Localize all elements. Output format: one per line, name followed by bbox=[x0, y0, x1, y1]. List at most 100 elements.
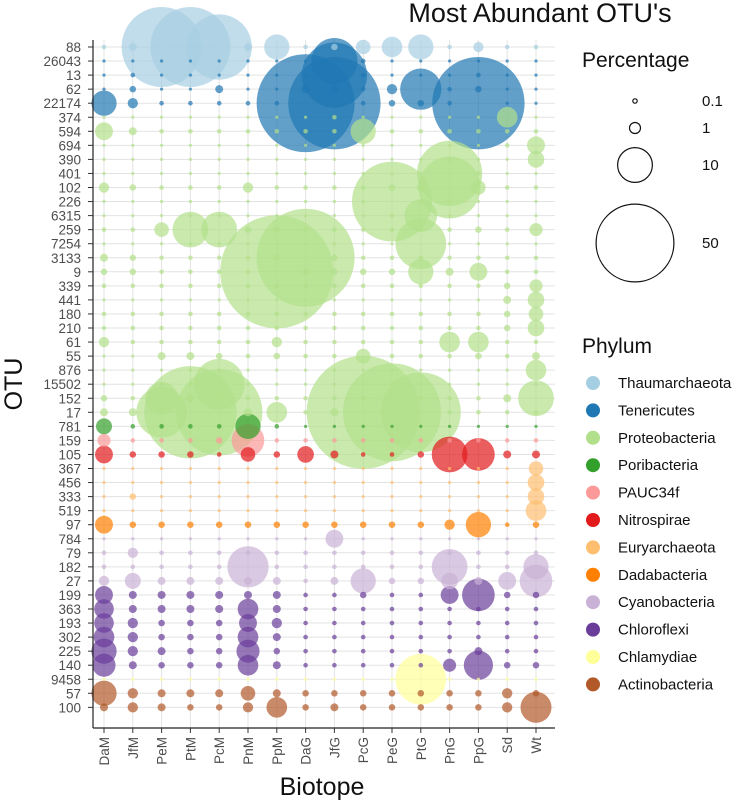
y-tick-label: 152 bbox=[58, 391, 81, 406]
bubble-mark bbox=[186, 590, 195, 599]
bubble-mark bbox=[129, 254, 137, 262]
bubble-mark bbox=[503, 324, 511, 332]
bubble-mark bbox=[188, 73, 193, 77]
bubble-mark bbox=[465, 512, 492, 538]
bubble-mark bbox=[390, 424, 394, 428]
bubble-mark bbox=[350, 568, 376, 594]
bubble-mark bbox=[102, 73, 106, 77]
y-tick-label: 61 bbox=[66, 335, 81, 350]
bubble-mark bbox=[131, 354, 135, 358]
bubble-mark bbox=[532, 521, 540, 528]
bubble-mark bbox=[417, 704, 425, 711]
bubble-mark bbox=[159, 677, 164, 681]
bubble-mark bbox=[447, 550, 452, 556]
bubble-mark bbox=[246, 509, 250, 513]
bubble-mark bbox=[303, 115, 308, 119]
bubble-mark bbox=[418, 255, 424, 261]
bubble-mark bbox=[417, 577, 425, 585]
bubble-mark bbox=[361, 171, 365, 176]
bubble-mark bbox=[246, 480, 250, 485]
bubble-mark bbox=[533, 438, 539, 443]
bubble-mark bbox=[101, 44, 107, 50]
bubble-mark bbox=[100, 394, 108, 402]
bubble-mark bbox=[188, 677, 193, 681]
bubble-mark bbox=[418, 325, 424, 331]
bubble-mark bbox=[447, 298, 452, 302]
bubble-mark bbox=[246, 368, 250, 372]
bubble-mark bbox=[475, 85, 482, 93]
bubble-mark bbox=[418, 339, 424, 345]
bubble-mark bbox=[91, 90, 117, 116]
bubble-mark bbox=[303, 662, 308, 668]
bubble-mark bbox=[303, 438, 308, 443]
bubble-mark bbox=[242, 702, 254, 713]
bubble-mark bbox=[505, 242, 509, 246]
bubble-mark bbox=[303, 368, 308, 372]
bubble-mark bbox=[303, 339, 308, 345]
bubble-mark bbox=[360, 255, 366, 261]
bubble-mark bbox=[532, 690, 540, 697]
bubble-mark bbox=[127, 688, 138, 699]
y-tick-label: 367 bbox=[58, 462, 81, 477]
bubble-mark bbox=[332, 171, 337, 176]
bubble-mark bbox=[159, 480, 164, 485]
bubble-mark bbox=[389, 620, 395, 626]
bubble-mark bbox=[505, 73, 509, 77]
x-tick-label: PcM bbox=[212, 737, 227, 764]
bubble-mark bbox=[157, 590, 166, 599]
bubble-mark bbox=[389, 283, 395, 289]
bubble-mark bbox=[186, 576, 195, 585]
bubble-mark bbox=[447, 115, 452, 119]
bubble-mark bbox=[188, 494, 193, 499]
bubble-mark bbox=[245, 283, 251, 289]
bubble-mark bbox=[476, 424, 481, 428]
bubble-mark bbox=[533, 44, 539, 50]
bubble-mark bbox=[474, 576, 483, 585]
bubble-mark bbox=[476, 157, 481, 162]
bubble-mark bbox=[130, 564, 136, 570]
phylum-legend-swatch bbox=[586, 485, 600, 500]
bubble-mark bbox=[476, 213, 481, 218]
bubble-mark bbox=[332, 592, 337, 598]
bubble-mark bbox=[274, 185, 280, 190]
x-tick-label: Sd bbox=[500, 737, 515, 754]
y-tick-label: 9 bbox=[73, 265, 81, 280]
bubble-mark bbox=[159, 494, 164, 499]
y-tick-label: 7254 bbox=[51, 237, 82, 252]
bubble-mark bbox=[128, 408, 137, 417]
bubble-mark bbox=[159, 325, 164, 331]
bubble-mark bbox=[101, 227, 107, 232]
phylum-legend-label: Poribacteria bbox=[618, 457, 699, 474]
bubble-mark bbox=[504, 620, 510, 626]
bubble-mark bbox=[101, 325, 107, 331]
bubble-mark bbox=[246, 171, 250, 176]
bubble-mark bbox=[303, 73, 308, 77]
bubble-mark bbox=[188, 87, 193, 91]
bubble-mark bbox=[246, 677, 250, 681]
bubble-mark bbox=[274, 100, 280, 106]
bubble-mark bbox=[188, 298, 193, 302]
bubble-mark bbox=[188, 213, 193, 218]
bubble-mark bbox=[361, 509, 365, 513]
bubble-mark bbox=[188, 115, 193, 119]
bubble-mark bbox=[130, 72, 136, 78]
bubble-mark bbox=[303, 382, 308, 386]
bubble-mark bbox=[215, 590, 224, 599]
size-legend: Percentage 0.1 1 10 50 bbox=[582, 49, 723, 283]
bubble-mark bbox=[462, 438, 495, 471]
bubble-mark bbox=[505, 213, 509, 218]
bubble-mark bbox=[388, 704, 396, 711]
size-legend-circle bbox=[595, 203, 675, 283]
bubble-mark bbox=[188, 466, 193, 471]
bubble-mark bbox=[447, 509, 452, 513]
bubble-mark bbox=[462, 578, 495, 612]
bubble-mark bbox=[201, 211, 238, 248]
bubble-mark bbox=[332, 199, 337, 204]
bubble-mark bbox=[361, 199, 365, 204]
bubble-mark bbox=[131, 537, 135, 541]
y-tick-labels: 8826043136222174374594694390401102226631… bbox=[43, 40, 93, 715]
bubble-mark bbox=[447, 143, 452, 147]
bubble-mark bbox=[245, 325, 251, 331]
bubble-mark bbox=[215, 661, 223, 669]
bubble-mark bbox=[102, 143, 106, 147]
